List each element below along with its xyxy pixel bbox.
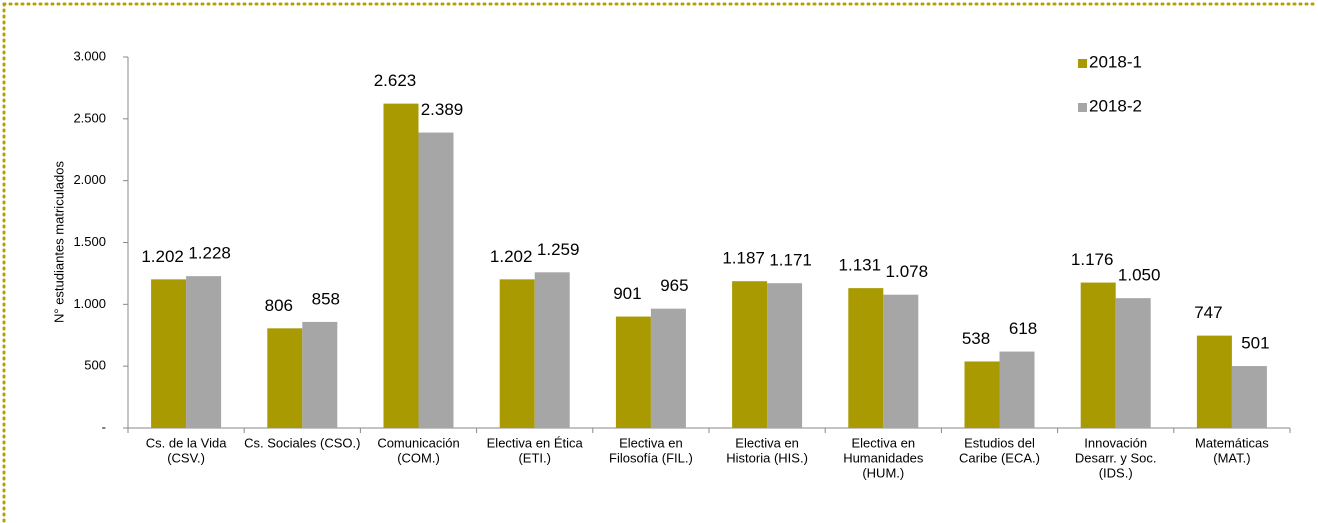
value-label: 2.389 — [421, 100, 464, 119]
x-tick-label: (MAT.) — [1213, 450, 1250, 465]
x-tick-label: Filosofía (FIL.) — [609, 450, 693, 465]
value-label: 1.050 — [1118, 266, 1161, 285]
x-tick-label: Historia (HIS.) — [726, 450, 808, 465]
y-tick-label: 1.500 — [73, 234, 106, 249]
legend-label: 2018-2 — [1089, 96, 1142, 115]
y-tick-label: 2.500 — [73, 110, 106, 125]
bar — [534, 272, 570, 428]
bar — [302, 321, 338, 428]
x-tick-label: Humanidades — [843, 450, 924, 465]
bar — [267, 328, 303, 428]
value-label: 618 — [1009, 319, 1037, 338]
value-label: 1.187 — [722, 249, 765, 268]
y-tick-label: 2.000 — [73, 172, 106, 187]
bar — [650, 308, 686, 428]
y-tick-label: 1.000 — [73, 296, 106, 311]
x-tick-label: Electiva en — [619, 435, 683, 450]
x-tick-label: Estudios del — [964, 435, 1035, 450]
bar — [151, 279, 187, 428]
value-label: 1.228 — [188, 244, 231, 263]
value-label: 538 — [962, 329, 990, 348]
value-label: 1.171 — [769, 251, 812, 270]
x-tick-label: (HUM.) — [862, 465, 904, 480]
value-label: 501 — [1241, 334, 1269, 353]
x-tick-label: Comunicación — [377, 435, 459, 450]
bar — [418, 132, 454, 428]
value-label: 858 — [312, 289, 340, 308]
value-label: 806 — [265, 296, 293, 315]
x-tick-label: Electiva en — [852, 435, 916, 450]
y-tick-label: 3.000 — [73, 48, 106, 63]
x-tick-label: Matemáticas — [1195, 435, 1269, 450]
x-tick-label: Cs. Sociales (CSO.) — [244, 435, 360, 450]
y-axis-label: N° estudiantes matriculados — [51, 161, 66, 323]
value-label: 1.176 — [1071, 250, 1114, 269]
value-label: 1.202 — [490, 247, 533, 266]
value-label: 747 — [1194, 303, 1222, 322]
value-label: 1.131 — [839, 256, 882, 275]
x-tick-label: Caribe (ECA.) — [959, 450, 1040, 465]
bar — [1196, 335, 1232, 428]
x-tick-label: Innovación — [1084, 435, 1147, 450]
x-tick-label: Desarr. y Soc. — [1075, 450, 1157, 465]
x-tick-label: (ETI.) — [518, 450, 551, 465]
bar — [848, 288, 884, 428]
bar — [883, 294, 919, 428]
legend-swatch — [1078, 59, 1087, 68]
x-tick-label: (COM.) — [397, 450, 440, 465]
legend-swatch — [1078, 103, 1087, 112]
value-label: 1.202 — [141, 247, 184, 266]
value-label: 2.623 — [374, 71, 417, 90]
bar — [1080, 282, 1116, 428]
bar — [732, 281, 768, 428]
bar — [499, 279, 535, 428]
bar — [615, 316, 651, 428]
x-tick-label: Electiva en — [735, 435, 799, 450]
bar — [999, 351, 1035, 428]
bar — [1115, 298, 1151, 428]
value-label: 965 — [660, 276, 688, 295]
y-tick-label: 500 — [84, 358, 106, 373]
bar — [383, 103, 419, 429]
x-tick-label: Cs. de la Vida — [146, 435, 227, 450]
y-tick-label: - — [102, 419, 106, 434]
legend-label: 2018-1 — [1089, 52, 1142, 71]
x-tick-label: (IDS.) — [1099, 465, 1133, 480]
x-tick-label: (CSV.) — [167, 450, 205, 465]
bar — [767, 283, 803, 428]
bar — [964, 361, 1000, 428]
value-label: 1.078 — [886, 262, 929, 281]
value-label: 1.259 — [537, 240, 580, 259]
bar — [1231, 366, 1267, 428]
bar — [186, 276, 222, 428]
value-label: 901 — [613, 284, 641, 303]
x-tick-label: Electiva en Ética — [487, 435, 584, 450]
